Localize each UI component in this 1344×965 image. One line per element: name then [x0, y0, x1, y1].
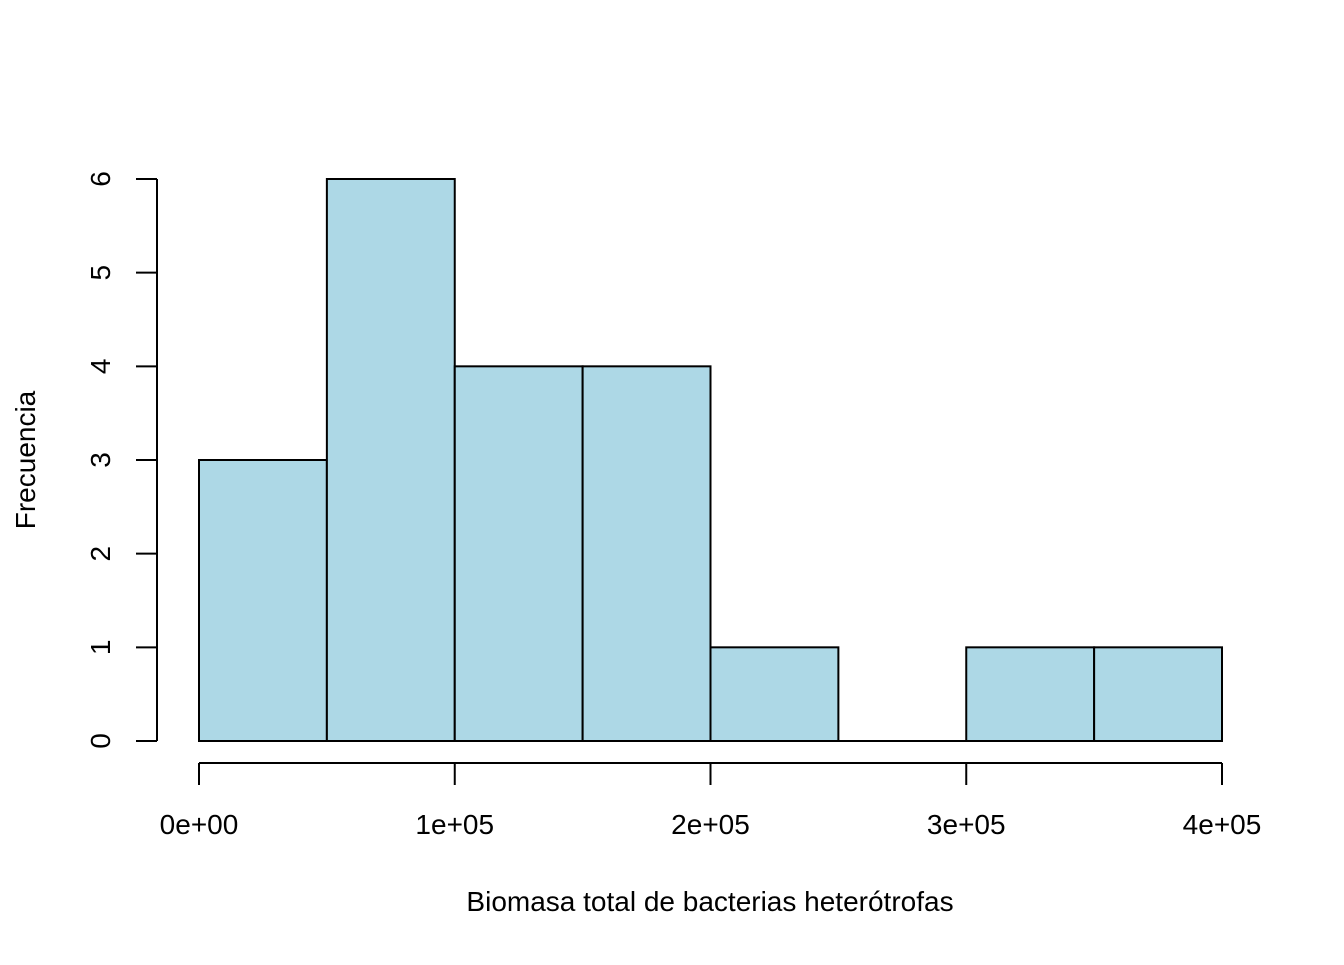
histogram-bar	[453, 365, 584, 742]
histogram-bar	[1093, 646, 1223, 742]
y-tick-label: 2	[85, 546, 116, 562]
x-axis: 0e+00 1e+05 2e+05 3e+05 4e+05	[160, 762, 1262, 840]
y-tick-label: 5	[85, 265, 116, 281]
x-tick-label: 0e+00	[160, 809, 239, 840]
y-tick-label: 6	[85, 171, 116, 187]
histogram-bar	[709, 646, 840, 742]
y-tick-label: 0	[85, 733, 116, 749]
y-tick-label: 3	[85, 452, 116, 468]
y-axis: 0 1 2 3 4 5 6	[85, 171, 158, 749]
histogram-bar	[325, 178, 456, 742]
y-tick-label: 4	[85, 359, 116, 375]
histogram-bar	[581, 365, 712, 742]
y-tick-label: 1	[85, 640, 116, 656]
x-axis-title: Biomasa total de bacterias heterótrofas	[466, 886, 953, 917]
histogram-bar	[198, 459, 328, 742]
x-tick-label: 4e+05	[1183, 809, 1262, 840]
histogram-bar	[965, 646, 1096, 742]
y-axis-title: Frecuencia	[10, 390, 41, 529]
x-tick-label: 3e+05	[927, 809, 1006, 840]
bars-group	[198, 178, 1223, 742]
x-tick-label: 2e+05	[671, 809, 750, 840]
x-tick-label: 1e+05	[415, 809, 494, 840]
